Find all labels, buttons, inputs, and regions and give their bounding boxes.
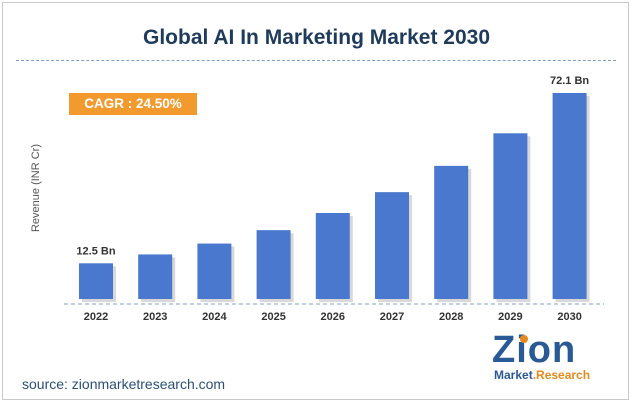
logo-subtitle: Market.Research	[494, 368, 590, 382]
x-tick-label-2024: 2024	[202, 311, 227, 323]
x-tick-label-2027: 2027	[380, 311, 404, 323]
zion-logo: Zion Market.Research	[492, 330, 592, 386]
bar-2025	[256, 230, 291, 299]
x-tick-label-2029: 2029	[498, 311, 522, 323]
data-label-2022: 12.5 Bn	[76, 245, 115, 257]
bar-2027	[375, 192, 409, 299]
title-divider	[16, 60, 616, 61]
cagr-badge: CAGR : 24.50%	[69, 93, 197, 115]
bar-2023	[138, 254, 173, 299]
x-tick-label-2026: 2026	[321, 311, 345, 323]
logo-dot-icon	[520, 335, 528, 343]
bar-2026	[315, 213, 350, 299]
data-label-2030: 72.1 Bn	[550, 75, 589, 87]
chart-title: Global AI In Marketing Market 2030	[143, 26, 490, 49]
x-tick-label-2028: 2028	[439, 311, 463, 323]
source-text: source: zionmarketresearch.com	[22, 376, 226, 392]
logo-brand: Zion	[492, 329, 577, 371]
bar-2030	[552, 93, 587, 299]
logo-sub-market: Market	[494, 368, 533, 382]
logo-sub-research: .Research	[532, 368, 591, 382]
bar-2024	[197, 243, 232, 299]
x-tick-label-2023: 2023	[143, 311, 167, 323]
bar-2022	[79, 263, 113, 299]
x-tick-label-2022: 2022	[84, 311, 108, 323]
x-tick-label-2025: 2025	[261, 311, 285, 323]
bar-2028	[434, 165, 469, 299]
x-tick-label-2030: 2030	[557, 311, 581, 323]
bar-2029	[493, 133, 528, 299]
